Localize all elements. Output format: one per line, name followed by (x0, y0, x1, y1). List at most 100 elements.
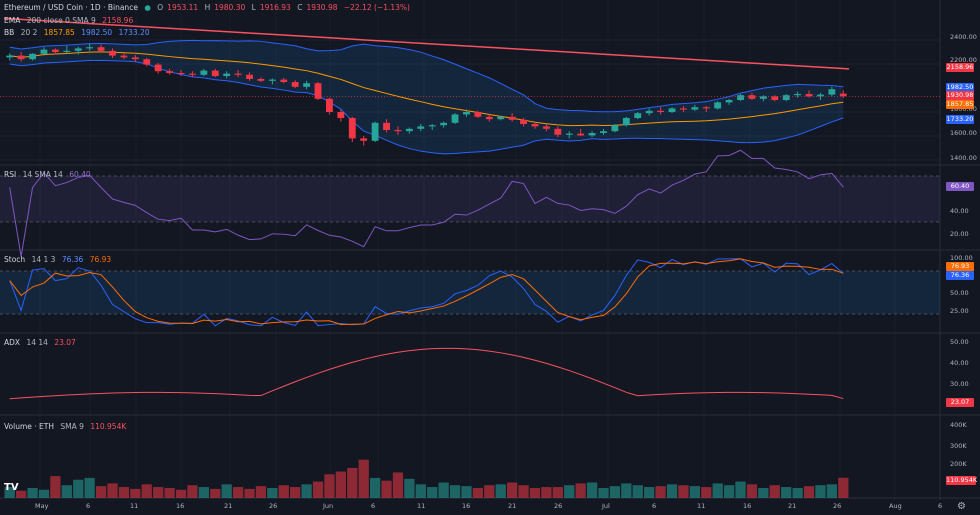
volume-bar (221, 484, 232, 498)
time-tick: 21 (508, 502, 517, 510)
volume-bar (255, 486, 267, 498)
bb-params: 20 2 (20, 28, 38, 37)
candle (177, 73, 185, 74)
adx-value: 23.07 (54, 338, 76, 347)
candle (474, 112, 482, 117)
candle (737, 95, 744, 100)
volume-bar (529, 487, 541, 498)
volume-bar (381, 480, 392, 498)
adx-tick: 40.00 (950, 359, 969, 367)
volume-bar (803, 486, 815, 498)
volume-bar (324, 474, 335, 498)
volume-bar (15, 490, 27, 498)
bb-upper-line (9, 39, 844, 113)
volume-name: Volume · ETH (4, 422, 55, 431)
volume-bar (130, 488, 141, 498)
candle (520, 119, 527, 124)
volume-bar (815, 485, 826, 498)
time-tick: 6 (86, 502, 91, 510)
candle (588, 133, 596, 136)
volume-bar (267, 487, 278, 498)
price-tick: 1800.00 (950, 105, 977, 113)
time-tick: 6 (371, 502, 376, 510)
volume-bar (735, 481, 746, 498)
rsi-params: 14 SMA 14 (22, 170, 63, 179)
candle (17, 55, 25, 60)
bb-legend[interactable]: BB 20 2 1857.85 1982.50 1733.20 (4, 28, 154, 38)
candle (257, 79, 265, 81)
volume-bar (244, 488, 255, 498)
adx-legend[interactable]: ADX 14 14 23.07 (4, 338, 80, 348)
time-tick: Aug (889, 502, 902, 510)
tradingview-logo[interactable]: TV (4, 482, 19, 493)
bb-basis-tag: 1857.85 (946, 100, 974, 109)
stoch-legend[interactable]: Stoch 14 1 3 76.36 76.93 (4, 255, 115, 265)
rsi-background (0, 176, 940, 222)
time-tick: 6 (652, 502, 657, 510)
price-tick: 1600.00 (950, 129, 977, 137)
volume-bar (415, 484, 426, 498)
volume-bar (666, 484, 678, 498)
volume-bar (198, 487, 209, 498)
candle (691, 107, 699, 110)
gear-icon[interactable]: ⚙ (957, 501, 966, 512)
candle (326, 98, 333, 112)
symbol-title: Ethereum / USD Coin · 1D · Binance (4, 3, 138, 12)
candle (371, 122, 379, 141)
volume-bar (632, 485, 643, 498)
ema-legend[interactable]: EMA 200 close 0 SMA 9 2158.96 (4, 16, 137, 26)
volume-bar (644, 487, 655, 498)
volume-bar (301, 484, 312, 498)
volume-bar (232, 487, 244, 498)
stoch-tick: 50.00 (950, 289, 969, 297)
bb-lower-tag: 1733.20 (946, 115, 974, 124)
rsi-name: RSI (4, 170, 17, 179)
volume-tick: 300K (950, 442, 967, 450)
adx-tag: 23.07 (946, 398, 974, 407)
candle (451, 114, 459, 123)
stoch-tick: 100.00 (950, 254, 973, 262)
volume-bar (712, 483, 723, 498)
bb-basis-value: 1857.85 (43, 28, 75, 37)
volume-bar (392, 472, 404, 498)
candle (211, 70, 219, 76)
volume-legend[interactable]: Volume · ETH SMA 9 110.954K (4, 422, 130, 432)
candle (51, 49, 59, 52)
candle (246, 74, 253, 79)
rsi-line (9, 149, 844, 257)
time-tick: 21 (788, 502, 797, 510)
volume-bar (472, 487, 484, 498)
volume-bar (118, 487, 130, 498)
candle (234, 73, 242, 75)
adx-tick: 50.00 (950, 338, 969, 346)
adx-tick: 30.00 (950, 380, 969, 388)
volume-bar (518, 485, 529, 498)
bb-upper-tag: 1982.50 (946, 83, 974, 92)
volume-bar (484, 485, 495, 498)
rsi-legend[interactable]: RSI 14 SMA 14 60.40 (4, 170, 95, 180)
time-tick: 11 (417, 502, 426, 510)
ohlc-high: 1980.30 (214, 3, 246, 12)
volume-bar (826, 484, 838, 498)
time-tick: 11 (697, 502, 706, 510)
time-tick: 16 (743, 502, 752, 510)
candle (542, 126, 550, 129)
ohlc-close-key: C (297, 3, 303, 12)
volume-bar (449, 485, 461, 498)
candle (634, 113, 642, 118)
candle (291, 82, 299, 87)
candle (188, 73, 196, 75)
adx-name: ADX (4, 338, 21, 347)
price-tick: 2200.00 (950, 56, 977, 64)
volume-bar (723, 485, 735, 498)
ema-name: EMA (4, 16, 21, 25)
candle (280, 79, 288, 82)
candle (348, 118, 356, 139)
ema-value: 2158.96 (102, 16, 134, 25)
volume-bar (427, 487, 438, 498)
candle (86, 47, 94, 49)
volume-bar (347, 467, 358, 498)
candle (109, 50, 116, 56)
candle (154, 64, 162, 72)
